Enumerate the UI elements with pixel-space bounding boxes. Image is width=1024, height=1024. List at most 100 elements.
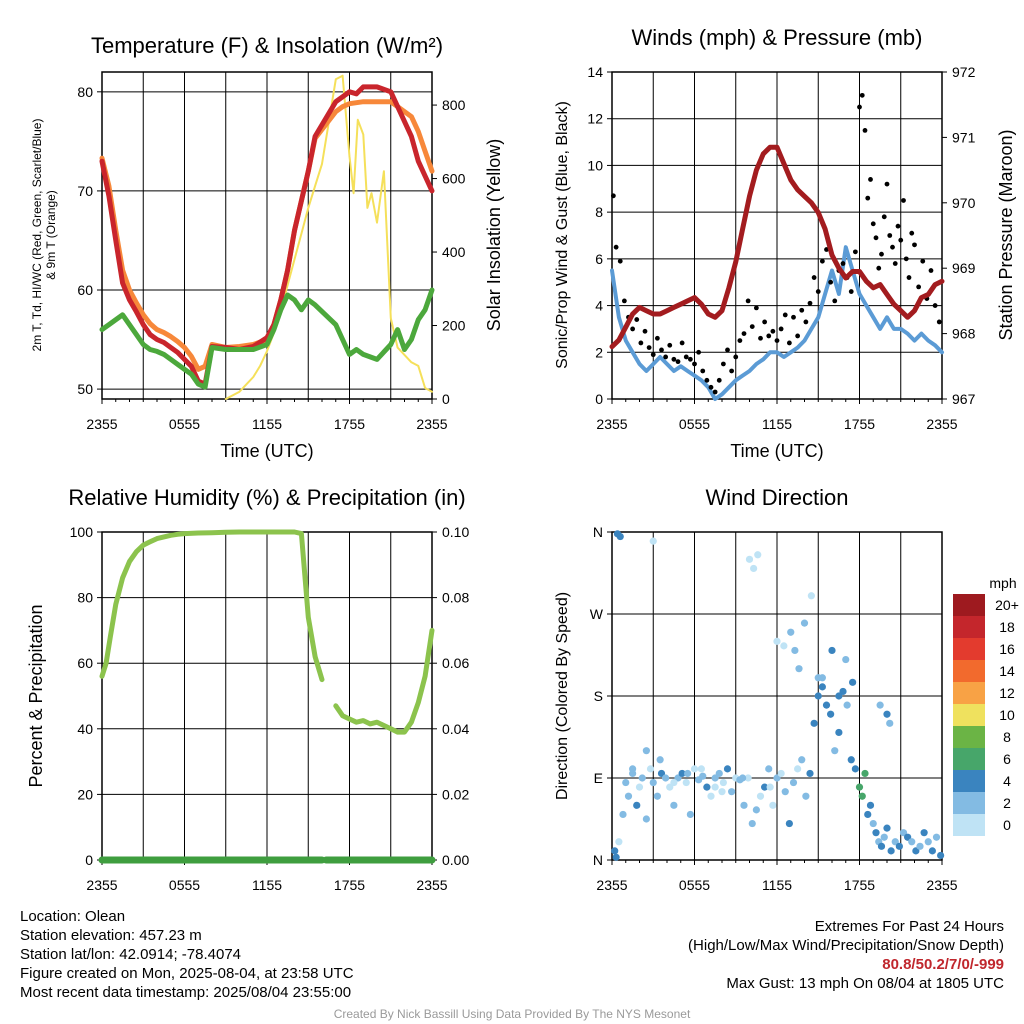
gust-point [890, 244, 895, 250]
extremes-info: Extremes For Past 24 Hours (High/Low/Max… [688, 917, 1004, 993]
direction-point [849, 678, 857, 686]
direction-point [937, 851, 945, 860]
gust-point [675, 359, 681, 365]
direction-point [686, 810, 694, 819]
direction-point [723, 765, 732, 773]
direction-point [789, 778, 798, 787]
extremes-title: Extremes For Past 24 Hours [814, 918, 1004, 935]
gust-point [786, 340, 792, 346]
gust-point [766, 333, 772, 339]
gust-point [857, 104, 862, 110]
gust-point [749, 324, 755, 329]
direction-ytick-label-left: N [593, 852, 603, 868]
direction-point [781, 788, 789, 796]
gust-point [876, 265, 882, 271]
gust-point [642, 328, 648, 334]
direction-point [777, 769, 785, 778]
colorbar-label: 10 [999, 707, 1015, 723]
direction-point [773, 774, 781, 782]
direction-point [807, 592, 815, 600]
direction-point [831, 747, 839, 755]
direction-point [869, 819, 877, 828]
gust-point [617, 258, 623, 264]
direction-point [883, 710, 891, 718]
direction-point [670, 801, 678, 809]
gust-point [892, 261, 898, 266]
extremes-subtitle: (High/Low/Max Wind/Precipitation/Snow De… [688, 937, 1004, 954]
colorbar-label: 2 [1003, 795, 1011, 811]
direction-point [818, 683, 826, 691]
gust-point [770, 328, 776, 334]
winds-ylabel-right: Station Pressure (Maroon) [996, 129, 1016, 340]
gust-point [906, 275, 912, 280]
gust-point [895, 223, 901, 229]
gust-point [679, 340, 685, 346]
direction-point [827, 710, 835, 718]
direction-point [847, 756, 855, 764]
gust-point [873, 235, 879, 241]
direction-point [814, 674, 822, 682]
gust-point [774, 338, 780, 344]
winds-ytick-label-left: 2 [595, 344, 603, 360]
gust-point [881, 214, 887, 220]
gust-point [884, 181, 890, 187]
direction-point [899, 829, 908, 837]
direction-point [908, 838, 916, 846]
colorbar-label: 20+ [995, 597, 1019, 613]
direction-point [791, 646, 799, 655]
temperature-ytick-label-right: 800 [442, 97, 466, 113]
direction-point [711, 774, 719, 782]
gust-point [870, 221, 876, 227]
gust-point [610, 193, 616, 199]
temperature-xtick-label: 0555 [169, 416, 200, 432]
humidity-ytick-label-left: 20 [77, 786, 93, 802]
gust-point [819, 258, 825, 264]
direction-xtick-label: 0555 [679, 877, 710, 893]
colorbar-label: 8 [1003, 729, 1011, 745]
direction-ytick-label-left: W [590, 606, 604, 622]
recent-data-text: Most recent data timestamp: 2025/08/04 2… [20, 984, 352, 1001]
gust-point [741, 331, 747, 336]
colorbar-label: 0 [1003, 817, 1011, 833]
direction-point [612, 853, 620, 861]
gust-point [916, 284, 922, 290]
direction-point [711, 783, 719, 791]
humidity-title: Relative Humidity (%) & Precipitation (i… [68, 485, 465, 510]
humidity-ytick-label-left: 80 [77, 590, 93, 606]
temperature-ytick-label-left: 70 [77, 183, 93, 199]
gust-point [667, 342, 673, 348]
humidity-grid [102, 531, 432, 861]
direction-point [752, 806, 760, 814]
direction-point [699, 772, 707, 780]
direction-point [766, 783, 774, 791]
station-info: Location: Olean Station elevation: 457.2… [20, 907, 354, 1002]
direction-point [719, 778, 727, 787]
gust-point [716, 377, 722, 383]
direction-point [754, 551, 762, 559]
gust-point [865, 195, 871, 201]
gust-point [671, 356, 677, 362]
temperature-ylabel-right: Solar Insolation (Yellow) [484, 139, 504, 331]
colorbar-swatch [953, 616, 985, 638]
gust-point [840, 261, 846, 266]
gust-point [862, 127, 868, 133]
gust-point [613, 244, 619, 250]
pressure-line [609, 144, 945, 350]
humidity-ytick-label-right: 0.02 [442, 786, 469, 802]
humidity-ytick-label-right: 0.04 [442, 721, 469, 737]
gust-point [708, 384, 714, 390]
direction-point [624, 792, 633, 800]
gust-point [720, 361, 726, 367]
winds-ytick-label-right: 972 [952, 64, 976, 80]
gust-point [828, 279, 834, 285]
direction-point [646, 765, 655, 773]
winds-title: Winds (mph) & Pressure (mb) [632, 25, 923, 50]
colorbar-swatch [953, 770, 985, 792]
sonic-wind-line [610, 245, 944, 401]
winds-ytick-label-right: 968 [952, 326, 976, 342]
direction-point [657, 769, 666, 778]
temperature-grid [102, 72, 432, 399]
winds-xtick-label: 1755 [844, 416, 875, 432]
temperature-ytick-label-left: 80 [77, 84, 93, 100]
gust-point [903, 256, 909, 262]
